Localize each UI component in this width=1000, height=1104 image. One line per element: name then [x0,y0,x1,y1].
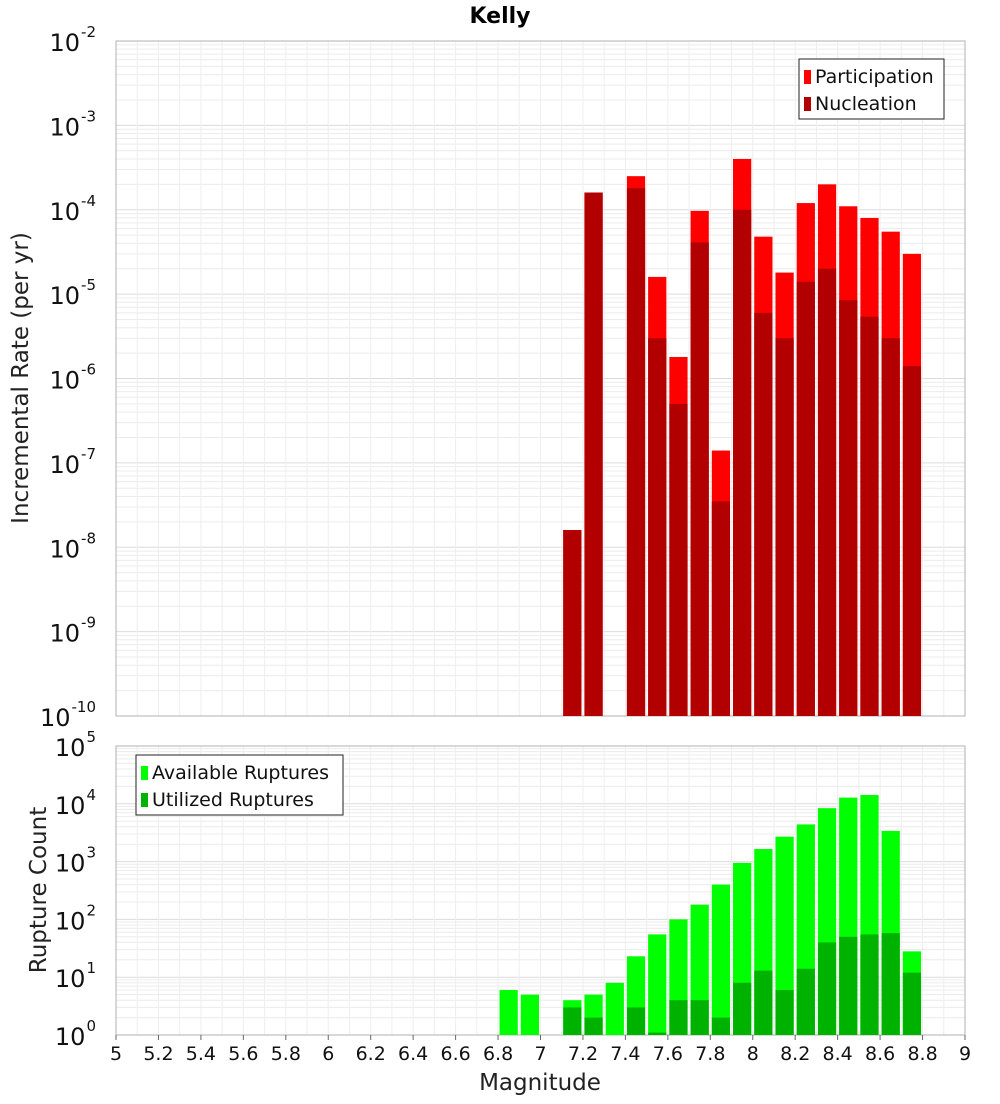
bar-available-ruptures [775,836,794,1035]
bottom-y-tick-label: 100 [55,1017,96,1051]
legend-box [798,58,945,120]
bar-utilized-ruptures [881,933,900,1035]
top-y-tick-label: 10-7 [49,445,96,479]
bottom-y-tick-label: 103 [55,844,96,878]
x-tick-label: 6.4 [398,1043,428,1065]
bar-nucleation [839,300,858,716]
x-tick-label: 8.6 [865,1043,895,1065]
top-y-tick-label: 10-5 [49,276,96,310]
x-axis-label: Magnitude [479,1070,601,1096]
x-tick-label: 7.6 [653,1043,683,1065]
bar-available-ruptures [648,934,667,1035]
bar-nucleation [669,403,688,716]
bar-utilized-ruptures [669,1000,688,1035]
bar-nucleation [754,312,773,716]
bar-utilized-ruptures [733,982,752,1035]
top-plot-grid [115,41,966,717]
top-plot-bars [563,158,922,717]
bar-utilized-ruptures [796,968,815,1035]
x-tick-label: 5.8 [271,1043,301,1065]
top-y-tick-label: 10-3 [49,107,96,141]
bar-nucleation [584,192,603,717]
top-y-axis-label: Incremental Rate (per yr) [8,232,34,524]
bar-utilized-ruptures [817,942,837,1035]
x-tick-label: 5.4 [186,1043,216,1065]
bottom-legend: Available Ruptures Utilized Ruptures [135,754,344,816]
top-y-tick-label: 10-4 [49,192,96,226]
bottom-plot-bars [499,794,922,1035]
x-tick-label: 7.8 [695,1043,725,1065]
x-tick-label: 8.2 [780,1043,810,1065]
x-tick-label: 5.2 [143,1043,173,1065]
bar-utilized-ruptures [711,1017,731,1035]
top-y-tick-label: 10-8 [49,529,96,563]
x-tick-label: 5 [110,1043,122,1065]
x-tick-label: 7.4 [610,1043,640,1065]
x-axis-ticks: 5 5.2 5.4 5.6 5.8 6 6.2 6.4 6.6 6.8 7 7.2 7.4 7.6 7.8 8… [110,1035,971,1065]
legend-swatch [804,70,811,84]
bar-nucleation [775,338,794,716]
bar-available-ruptures [605,982,624,1035]
legend-swatch [141,766,148,780]
bar-nucleation [690,242,709,716]
bar-nucleation [711,501,731,716]
top-y-tick-label: 10-2 [49,23,96,57]
legend-entry: Nucleation [815,93,917,115]
bar-available-ruptures [520,994,539,1035]
bar-nucleation [881,338,900,716]
x-tick-label: 6.2 [356,1043,386,1065]
x-tick-label: 6.6 [440,1043,470,1065]
bar-nucleation [796,281,815,716]
x-tick-label: 7 [534,1043,546,1065]
bar-utilized-ruptures [839,936,858,1035]
chart-title: Kelly [469,4,530,29]
top-plot-frame [115,40,966,717]
top-y-tick-label: 10-9 [49,614,96,648]
x-tick-label: 8.8 [907,1043,937,1065]
legend-entry: Utilized Ruptures [152,789,314,811]
bar-utilized-ruptures [775,990,794,1035]
bar-utilized-ruptures [690,1000,709,1035]
bar-utilized-ruptures [626,1007,646,1035]
bar-nucleation [626,188,646,717]
bar-nucleation [902,366,922,716]
x-tick-label: 6 [322,1043,334,1065]
bottom-y-tick-label: 102 [55,901,96,935]
bottom-y-axis-label: Rupture Count [26,807,52,973]
x-tick-label: 6.8 [483,1043,513,1065]
bar-utilized-ruptures [860,934,879,1035]
legend-swatch [141,793,148,807]
bar-nucleation [817,268,837,716]
bar-utilized-ruptures [563,1007,582,1035]
bar-nucleation [733,209,752,716]
legend-entry: Participation [815,66,934,88]
bar-nucleation [563,530,582,716]
bar-utilized-ruptures [754,970,773,1035]
bar-nucleation [860,316,879,716]
legend-box [135,754,344,816]
top-y-tick-label: 10-10 [40,698,96,732]
x-tick-label: 7.2 [568,1043,598,1065]
bottom-y-tick-label: 105 [55,728,96,762]
bar-utilized-ruptures [902,972,922,1035]
x-tick-label: 5.6 [228,1043,258,1065]
x-tick-label: 8.4 [823,1043,853,1065]
bottom-plot-y-ticks: 100 101 102 103 104 105 [55,728,96,1051]
bar-nucleation [648,338,667,716]
bar-utilized-ruptures [648,1032,667,1035]
bar-available-ruptures [711,884,731,1035]
top-legend: Participation Nucleation [798,58,945,120]
legend-swatch [804,97,811,111]
top-plot-y-ticks: 10-10 10-9 10-8 10-7 10-6 10-5 10-4 10-3 10-2 [40,23,96,732]
x-tick-label: 8 [747,1043,759,1065]
bar-utilized-ruptures [584,1017,603,1035]
bottom-y-tick-label: 101 [55,959,96,993]
top-y-tick-label: 10-6 [49,361,96,395]
bottom-y-tick-label: 104 [55,786,96,820]
bar-available-ruptures [499,990,518,1035]
legend-entry: Available Ruptures [152,762,329,784]
x-tick-label: 9 [959,1043,971,1065]
